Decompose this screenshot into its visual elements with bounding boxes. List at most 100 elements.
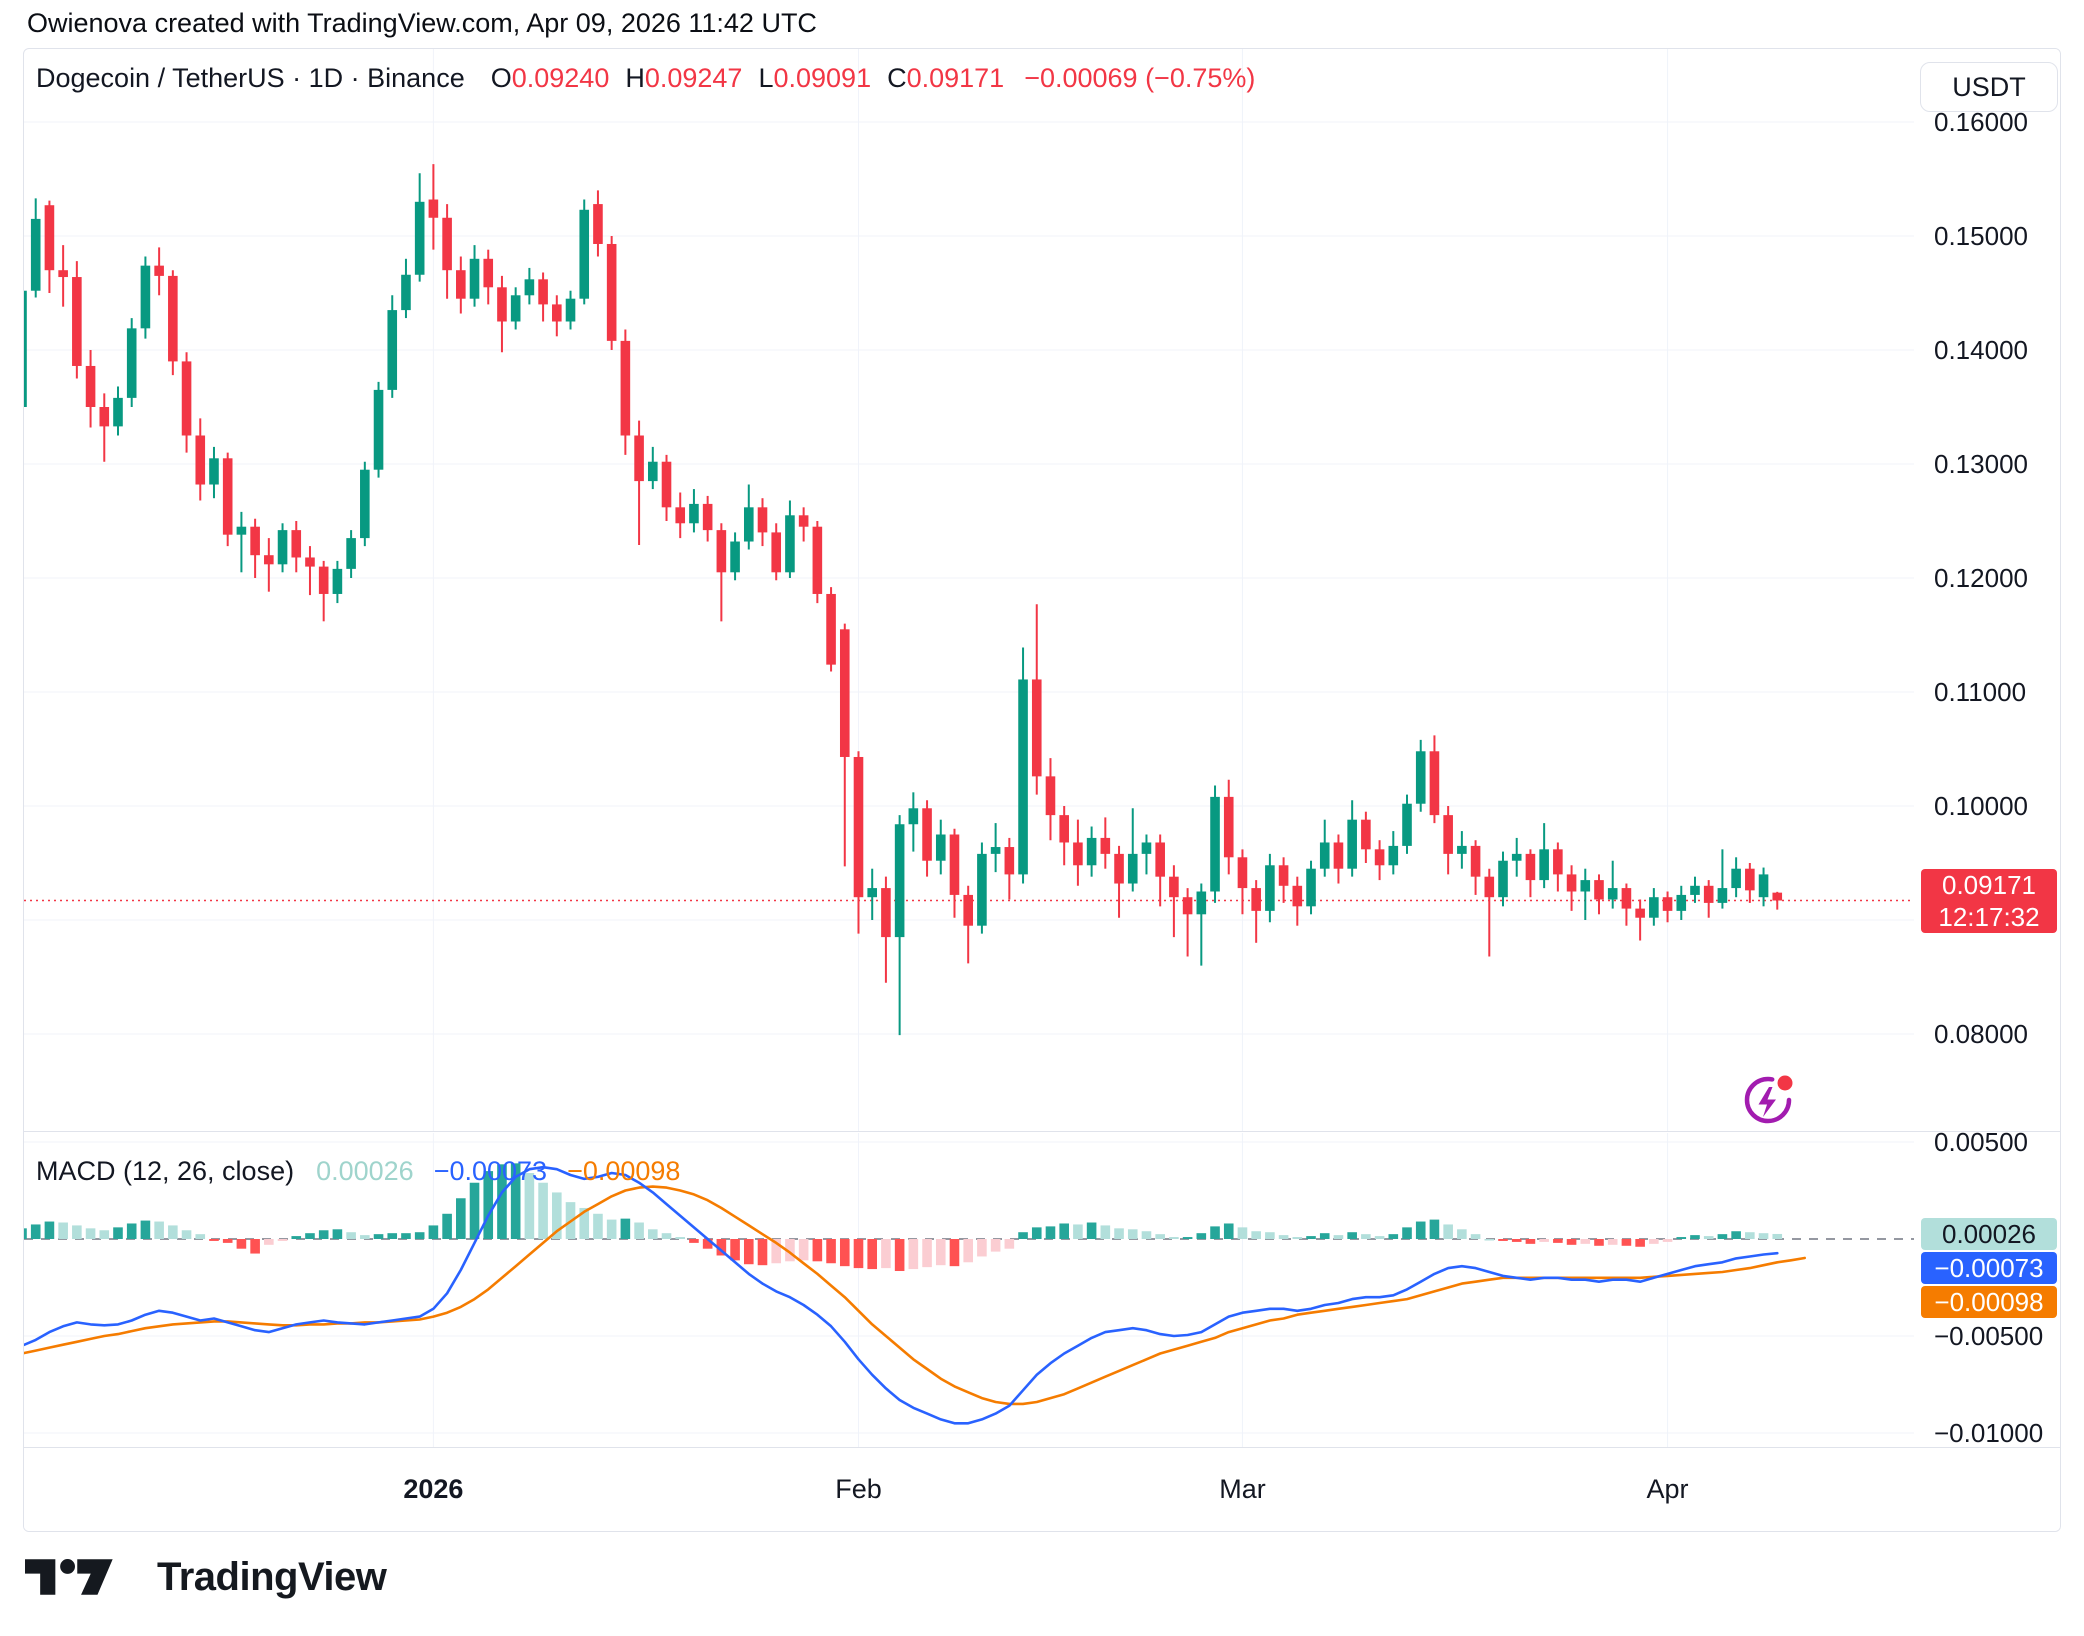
candle [524,279,535,296]
candle [1045,776,1056,816]
candle [798,515,809,527]
candle [1127,853,1138,884]
candle [826,593,836,665]
axis-tick-label: −0.00500 [1934,1321,2044,1351]
candle [318,566,329,594]
candle [168,275,178,362]
candle [881,888,891,938]
macd-title[interactable]: MACD (12, 26, close) [36,1155,295,1186]
price-pane[interactable] [24,49,1914,1132]
candle [1580,880,1591,892]
candle [606,243,617,341]
candle [1402,803,1412,846]
candle [264,555,274,565]
candle [661,461,672,508]
flash-icon[interactable] [1738,1066,1802,1130]
symbol-title[interactable]: Dogecoin / TetherUS · 1D · Binance [36,62,465,93]
time-axis[interactable]: 2026 Feb Mar Apr [24,1447,2060,1531]
candle [1731,868,1741,889]
symbol-legend[interactable]: Dogecoin / TetherUS · 1D · Binance O0.09… [36,58,1255,98]
candle [812,526,823,594]
candle [195,435,206,485]
axis-tick-label: 0.14000 [1934,335,2028,365]
candle [593,204,603,244]
candle [853,756,864,898]
candle [1196,891,1207,915]
candle [1141,842,1152,854]
candle [332,568,343,594]
candle [236,526,247,535]
candle [1607,888,1618,900]
candle [771,532,782,573]
candle [456,270,466,299]
candle [1086,837,1097,866]
candle [1018,679,1028,875]
candle [634,435,644,482]
candle [1073,842,1083,866]
candle [908,808,919,825]
chart-card: Dogecoin / TetherUS · 1D · Binance O0.09… [23,48,2061,1532]
candle [565,298,576,322]
candle [99,407,110,427]
tradingview-logo-icon[interactable] [25,1552,143,1602]
candle [1703,885,1714,903]
candle [373,389,384,470]
ohlc-item: L0.09091 [758,62,872,93]
candle [360,469,370,539]
axis-tick-label: 0.08000 [1934,1019,2028,1049]
candle [1319,842,1330,869]
macd-legend[interactable]: MACD (12, 26, close) 0.00026 −0.00073 −0.0… [36,1155,700,1187]
candle [1498,860,1508,898]
candle [689,503,699,524]
candle [1662,897,1673,911]
candle [1690,885,1700,895]
candle [1717,888,1728,903]
candle [716,530,727,573]
candle [1745,868,1755,891]
price-axis[interactable]: 0.16000 0.15000 0.14000 0.13000 0.12000 0.110… [1914,49,2060,1448]
last-price-badge: 0.09171 12:17:32 [1921,868,2057,933]
candle [1470,845,1481,877]
candle [140,265,151,329]
candle [675,507,686,524]
candle [990,847,1001,854]
candle [1278,865,1289,886]
candle [647,461,658,482]
candle [154,265,164,276]
candle [1443,815,1453,854]
candle [1758,874,1769,898]
candle [291,530,302,558]
currency-toggle-button[interactable]: USDT [1920,62,2058,112]
candle [1415,751,1426,804]
candle [1223,796,1234,858]
candle [1457,845,1467,854]
tradingview-logo-text[interactable]: TradingView [157,1554,387,1599]
candle [1566,874,1577,892]
candle [1169,876,1179,898]
candle [209,458,219,485]
candle [1100,837,1111,854]
candle [85,365,96,407]
candle [483,258,494,288]
time-axis-label: 2026 [403,1474,464,1504]
candle [72,277,82,366]
macd-axis-badge: −0.00073 [1921,1251,2057,1284]
candle [1237,857,1248,889]
footer: TradingView [25,1552,387,1602]
candle [730,541,740,573]
candle [620,340,631,436]
candle [30,218,41,291]
candle [1676,894,1687,911]
pane-separator[interactable] [24,1131,2060,1132]
candle [922,808,932,861]
ohlc-values: O0.09240 H0.09247 L0.09091 C0.09171 [491,63,1020,94]
candle [538,279,548,305]
candle [702,503,713,531]
candle [935,834,946,861]
candle [579,209,590,299]
candle [126,328,137,398]
candle [949,834,960,895]
axis-tick-label: 0.15000 [1934,221,2028,251]
macd-pane[interactable] [24,1133,1914,1447]
ohlc-item: O0.09240 [490,62,610,93]
